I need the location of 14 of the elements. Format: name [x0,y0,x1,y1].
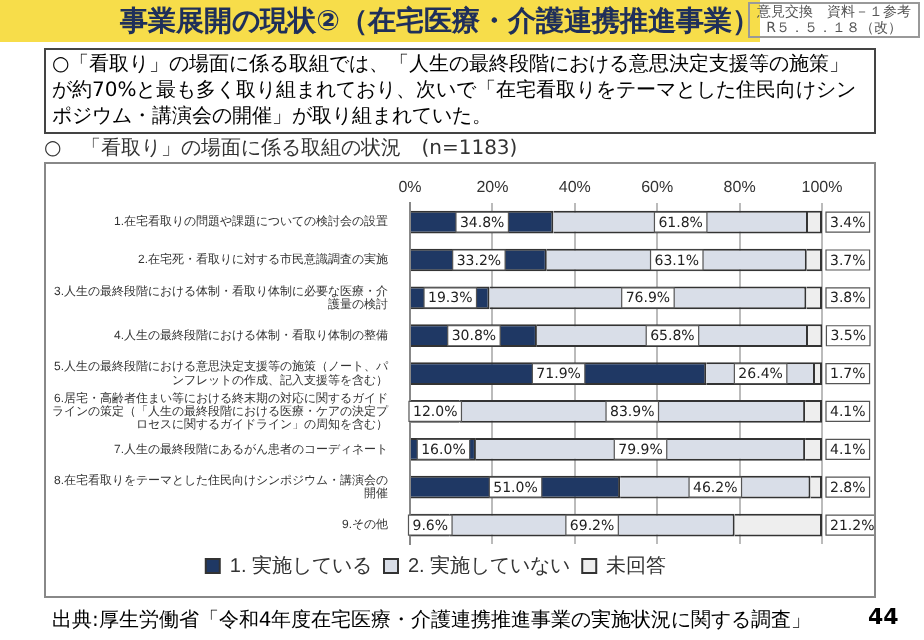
legend-label: 未回答 [606,553,667,578]
x-tick-label: 60% [641,178,674,197]
chart-subtitle: ○「看取り」の場面に係る取組では、「人生の最終段階における意思決定支援等の施策」が約70%と最も多く取り組まれており、次いで「在宅看取りをテーマとした住民向けシンポジウム・講演会の開催」が取り組まれていた。 [44,48,876,134]
legend-label: 1. 実施している [229,553,373,578]
x-tick-label: 20% [476,178,509,197]
x-tick-label: 40% [558,178,591,197]
chart-title: 事業展開の現状②（在宅医療・介護連携推進事業） [0,4,760,40]
source-note: 出典:厚生労働省「令和4年度在宅医療・介護連携推進事業の実施状況に関する調査」 [52,607,812,634]
text: 44 [868,604,899,630]
x-tick-label: 80% [723,178,756,197]
legend-label: 2. 実施していない [408,553,571,578]
x-tick-label: 100% [801,178,843,197]
x-tick-label: 0% [398,178,422,197]
text: ○ 「看取り」の場面に係る取組の状況 (n=1183) [44,135,518,162]
